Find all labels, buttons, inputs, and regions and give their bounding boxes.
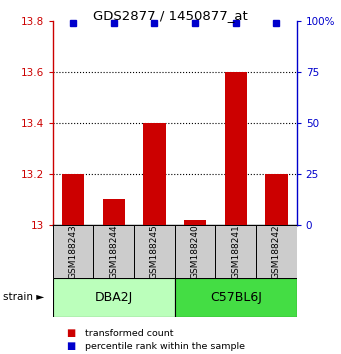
Text: GSM188242: GSM188242	[272, 224, 281, 279]
Bar	[143, 123, 166, 225]
Text: GSM188241: GSM188241	[231, 224, 240, 279]
Text: GSM188243: GSM188243	[69, 224, 78, 279]
Bar	[216, 225, 256, 278]
Text: GSM188240: GSM188240	[191, 224, 199, 279]
Bar	[62, 174, 84, 225]
Text: ■: ■	[66, 341, 76, 351]
Bar	[53, 225, 93, 278]
Bar	[184, 220, 206, 225]
Bar	[224, 72, 247, 225]
Bar	[103, 199, 125, 225]
Bar	[175, 278, 297, 317]
Text: GSM188244: GSM188244	[109, 224, 118, 279]
Text: ■: ■	[66, 329, 76, 338]
Text: transformed count: transformed count	[85, 329, 174, 338]
Text: C57BL6J: C57BL6J	[210, 291, 262, 304]
Text: strain ►: strain ►	[3, 292, 45, 302]
Text: GDS2877 / 1450877_at: GDS2877 / 1450877_at	[93, 9, 248, 22]
Bar	[53, 278, 175, 317]
Bar	[93, 225, 134, 278]
Bar	[134, 225, 175, 278]
Text: GSM188245: GSM188245	[150, 224, 159, 279]
Text: percentile rank within the sample: percentile rank within the sample	[85, 342, 245, 351]
Bar	[265, 174, 287, 225]
Text: DBA2J: DBA2J	[95, 291, 133, 304]
Bar	[175, 225, 216, 278]
Bar	[256, 225, 297, 278]
